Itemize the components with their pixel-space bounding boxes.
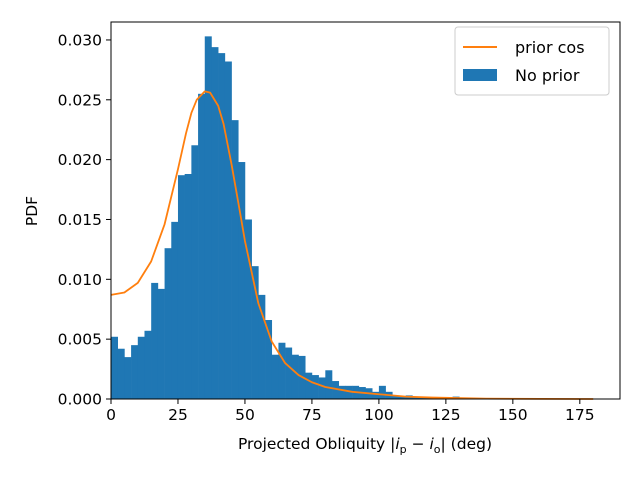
legend-hist-label: No prior <box>515 66 580 85</box>
histogram-bar <box>157 288 165 399</box>
legend-hist-swatch <box>463 69 497 81</box>
y-tick-label: 0.030 <box>58 31 102 49</box>
histogram-bar <box>124 357 132 399</box>
histogram-bar <box>425 397 433 399</box>
histogram-bar <box>345 385 353 399</box>
x-tick-label: 50 <box>235 406 255 424</box>
histogram-bar <box>398 396 406 399</box>
histogram-bar <box>171 221 179 399</box>
x-tick-label: 125 <box>431 406 461 424</box>
axes-spines <box>110 21 621 400</box>
histogram-bar <box>244 219 252 399</box>
y-tick-label: 0.010 <box>58 271 102 289</box>
histogram-bar <box>305 372 313 399</box>
legend-curve-label: prior cos <box>515 38 585 57</box>
histogram-bar <box>332 381 340 399</box>
histogram-bar <box>151 282 159 399</box>
x-axis-label: Projected Obliquity |ip − io| (deg) <box>238 435 492 456</box>
prior-cos-curve <box>110 90 594 400</box>
x-tick-label: 150 <box>498 406 528 424</box>
y-tick-label: 0.020 <box>58 151 102 169</box>
histogram-bar <box>285 347 293 399</box>
histogram-bar <box>311 375 319 399</box>
x-axis-ticks: 0 25 50 75 100 125 150 175 <box>106 399 595 424</box>
y-tick-label: 0.025 <box>58 91 102 109</box>
histogram-bar <box>265 320 273 399</box>
x-tick-label: 0 <box>106 406 116 424</box>
y-tick-label: 0.000 <box>58 391 102 409</box>
histogram-bar <box>338 385 346 399</box>
y-axis-ticks: 0.000 0.005 0.010 0.015 0.020 0.025 0.030 <box>58 31 111 409</box>
histogram-bar <box>278 342 286 399</box>
prior-curve-layer <box>110 90 594 400</box>
histogram-bar <box>164 248 172 399</box>
histogram-bar <box>291 354 299 399</box>
x-tick-label: 75 <box>302 406 322 424</box>
histogram-bar <box>372 391 380 399</box>
histogram-bar <box>137 336 145 399</box>
histogram-bar <box>111 336 118 399</box>
histogram-bar <box>378 385 386 399</box>
histogram-bar <box>198 93 206 400</box>
histogram-bar <box>271 354 279 399</box>
y-tick-label: 0.005 <box>58 331 102 349</box>
histogram-bar <box>177 175 185 399</box>
x-tick-label: 175 <box>565 406 595 424</box>
histogram-bar <box>184 173 192 399</box>
histogram-bar <box>144 330 152 399</box>
histogram-bar <box>251 266 259 399</box>
histogram-bar <box>191 145 199 399</box>
histogram-bar <box>204 36 212 399</box>
histogram-bar <box>258 294 266 399</box>
x-tick-label: 25 <box>168 406 188 424</box>
legend: prior cos No prior <box>454 26 610 96</box>
histogram-bar <box>231 120 239 399</box>
y-axis-label: PDF <box>23 196 41 226</box>
histogram-bar <box>117 348 125 399</box>
histogram-bar <box>325 370 333 399</box>
histogram-bar <box>238 162 246 399</box>
histogram-bar <box>131 345 139 399</box>
y-tick-label: 0.015 <box>58 211 102 229</box>
histogram-bar <box>224 61 232 399</box>
axes-frame <box>110 21 621 400</box>
histogram-bar <box>211 47 219 400</box>
x-tick-label: 100 <box>364 406 394 424</box>
histogram-bar <box>318 377 326 399</box>
histogram-bar <box>392 395 400 399</box>
histogram-bar <box>218 53 226 399</box>
